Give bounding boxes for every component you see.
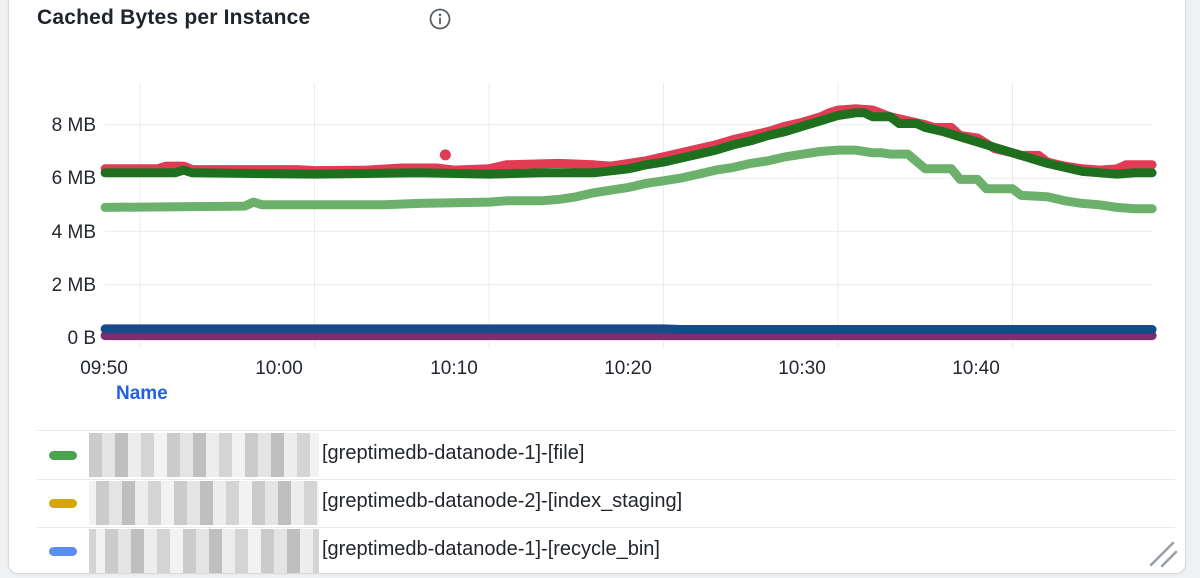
series-color-dash	[49, 499, 77, 508]
y-tick-8mb: 8 MB	[51, 115, 96, 136]
legend-label[interactable]: [greptimedb-datanode-2]-[index_staging]	[322, 490, 683, 512]
legend-divider	[37, 527, 1175, 528]
legend-row-3[interactable]: [greptimedb-datanode-1]-[recycle_bin]	[37, 527, 1185, 573]
legend-row-2[interactable]: [greptimedb-datanode-2]-[index_staging]	[37, 479, 1185, 527]
resize-handle[interactable]	[1147, 539, 1181, 569]
legend-row-1[interactable]: [greptimedb-datanode-1]-[file]	[37, 431, 1185, 479]
y-tick-4mb: 4 MB	[51, 222, 96, 243]
series-color-dash	[49, 547, 77, 556]
y-tick-2mb: 2 MB	[51, 275, 96, 296]
x-tick-0950: 09:50	[80, 358, 128, 379]
x-tick-1010: 10:10	[430, 358, 478, 379]
panel-card: Cached Bytes per Instance 0 B 2 MB 4 MB …	[8, 0, 1186, 574]
legend-divider	[37, 479, 1175, 480]
x-tick-1030: 10:30	[778, 358, 826, 379]
redacted-label	[89, 529, 319, 573]
redacted-label	[89, 481, 319, 525]
redacted-label	[89, 433, 319, 477]
y-tick-0b: 0 B	[67, 328, 96, 349]
legend-divider	[37, 430, 1175, 431]
panel-title: Cached Bytes per Instance	[37, 6, 311, 29]
legend-column-name[interactable]: Name	[116, 383, 168, 404]
y-tick-6mb: 6 MB	[51, 168, 96, 189]
legend-label[interactable]: [greptimedb-datanode-1]-[recycle_bin]	[322, 538, 660, 560]
x-tick-1000: 10:00	[255, 358, 303, 379]
x-tick-1020: 10:20	[604, 358, 652, 379]
series-color-dash	[49, 451, 77, 460]
legend-label[interactable]: [greptimedb-datanode-1]-[file]	[322, 442, 585, 464]
x-tick-1040: 10:40	[952, 358, 1000, 379]
info-icon[interactable]	[429, 8, 451, 30]
